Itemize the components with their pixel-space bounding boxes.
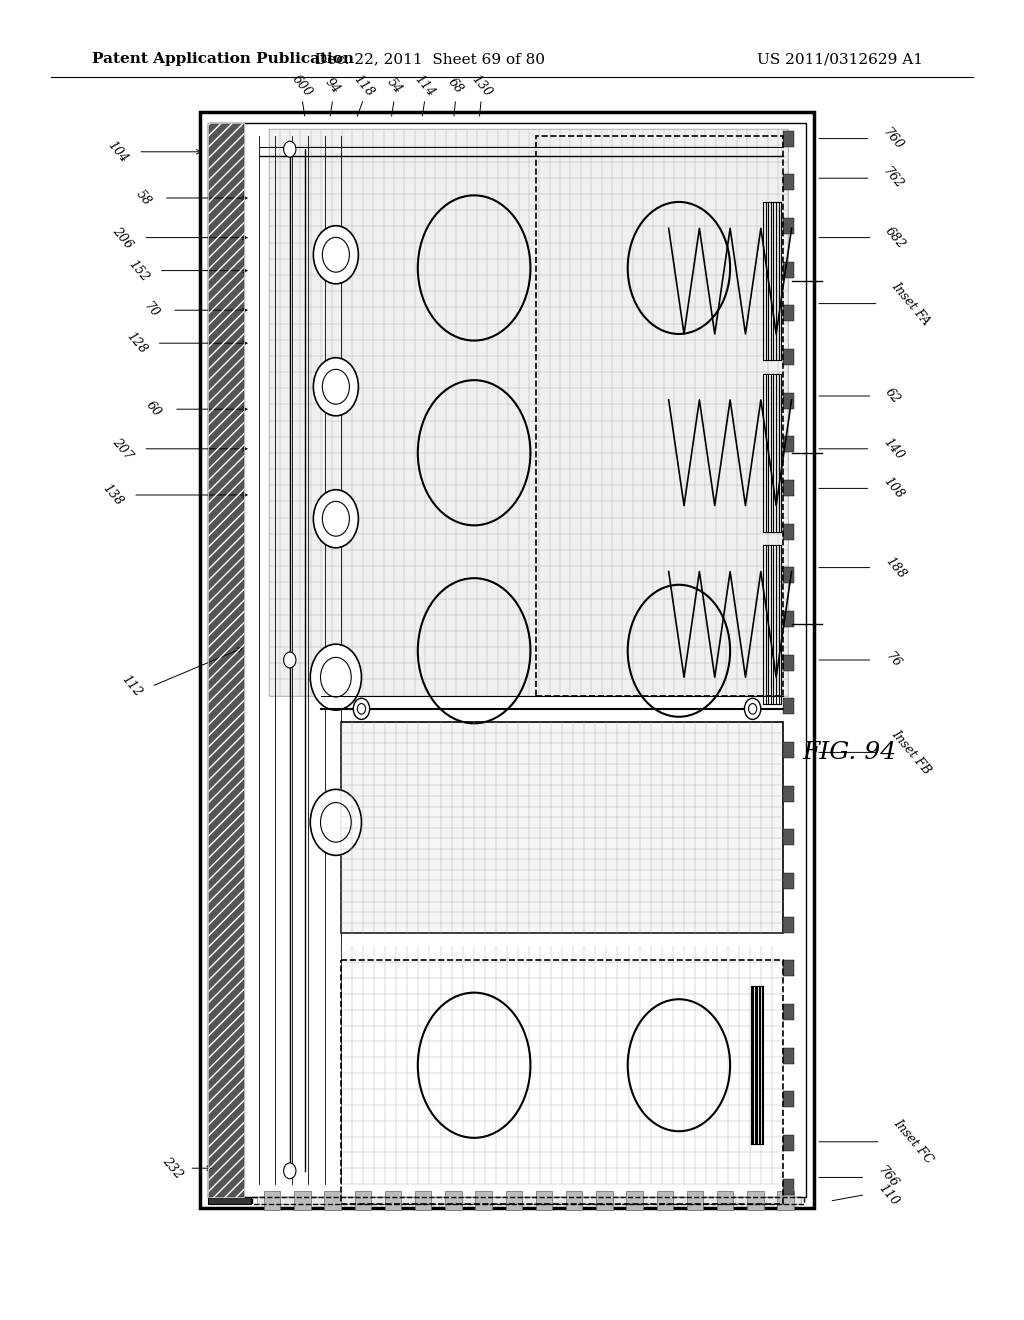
Bar bbox=[506, 1191, 522, 1210]
Bar bbox=[783, 698, 794, 714]
Circle shape bbox=[310, 644, 361, 710]
Text: 114: 114 bbox=[413, 73, 437, 99]
Bar bbox=[627, 1191, 643, 1210]
Text: Inset FC: Inset FC bbox=[891, 1117, 936, 1167]
Text: 108: 108 bbox=[881, 475, 906, 502]
Text: 70: 70 bbox=[141, 300, 162, 321]
Bar bbox=[596, 1191, 612, 1210]
Text: 112: 112 bbox=[119, 673, 143, 700]
Text: Inset FB: Inset FB bbox=[889, 727, 933, 777]
Text: 128: 128 bbox=[124, 330, 148, 356]
Bar bbox=[445, 1191, 462, 1210]
Text: 54: 54 bbox=[384, 75, 404, 96]
Bar bbox=[475, 1191, 492, 1210]
Text: Patent Application Publication: Patent Application Publication bbox=[92, 53, 354, 66]
Bar bbox=[783, 1092, 794, 1107]
Bar bbox=[783, 1179, 794, 1195]
Bar bbox=[783, 437, 794, 453]
Bar bbox=[783, 655, 794, 671]
Bar bbox=[536, 1191, 552, 1210]
Bar bbox=[783, 261, 794, 277]
Circle shape bbox=[313, 226, 358, 284]
Bar bbox=[656, 1191, 673, 1210]
Bar bbox=[208, 1197, 251, 1204]
Text: 152: 152 bbox=[126, 257, 151, 284]
Text: 76: 76 bbox=[883, 649, 903, 671]
Bar bbox=[269, 129, 788, 696]
Bar bbox=[783, 524, 794, 540]
Text: US 2011/0312629 A1: US 2011/0312629 A1 bbox=[757, 53, 923, 66]
Text: 760: 760 bbox=[881, 125, 906, 152]
Text: 188: 188 bbox=[883, 554, 908, 581]
Text: 68: 68 bbox=[445, 75, 466, 96]
Bar bbox=[341, 960, 783, 1204]
Bar bbox=[536, 136, 783, 696]
Bar bbox=[783, 1135, 794, 1151]
Text: 232: 232 bbox=[160, 1155, 184, 1181]
Text: 138: 138 bbox=[100, 482, 125, 508]
Bar bbox=[325, 1191, 341, 1210]
Bar bbox=[354, 1191, 371, 1210]
Text: 118: 118 bbox=[351, 73, 376, 99]
Bar bbox=[783, 393, 794, 409]
Bar bbox=[783, 611, 794, 627]
Bar bbox=[783, 348, 794, 364]
Circle shape bbox=[353, 698, 370, 719]
Text: 58: 58 bbox=[133, 187, 154, 209]
Bar bbox=[783, 131, 794, 147]
Bar bbox=[208, 123, 806, 1197]
Bar bbox=[200, 112, 814, 1208]
Bar bbox=[783, 785, 794, 801]
Text: 206: 206 bbox=[111, 224, 135, 251]
Bar bbox=[566, 1191, 583, 1210]
Circle shape bbox=[284, 141, 296, 157]
Bar bbox=[777, 1191, 794, 1210]
Bar bbox=[257, 1197, 801, 1204]
Bar bbox=[783, 480, 794, 496]
Text: 110: 110 bbox=[876, 1181, 901, 1208]
Bar bbox=[783, 1005, 794, 1020]
Text: 104: 104 bbox=[105, 139, 130, 165]
Bar bbox=[341, 722, 783, 933]
Text: 140: 140 bbox=[881, 436, 906, 462]
Text: 60: 60 bbox=[143, 399, 164, 420]
Circle shape bbox=[744, 698, 761, 719]
Text: 94: 94 bbox=[323, 75, 343, 96]
Text: Dec. 22, 2011  Sheet 69 of 80: Dec. 22, 2011 Sheet 69 of 80 bbox=[315, 53, 545, 66]
Bar bbox=[208, 123, 244, 1197]
Circle shape bbox=[284, 652, 296, 668]
Bar bbox=[385, 1191, 401, 1210]
Bar bbox=[783, 174, 794, 190]
Text: Inset FA: Inset FA bbox=[889, 280, 933, 327]
Bar bbox=[783, 961, 794, 977]
Text: 207: 207 bbox=[111, 436, 135, 462]
Circle shape bbox=[310, 789, 361, 855]
Text: 600: 600 bbox=[290, 73, 314, 99]
Bar bbox=[252, 1197, 804, 1204]
Text: 766: 766 bbox=[876, 1164, 901, 1191]
Bar bbox=[783, 873, 794, 888]
Bar bbox=[783, 1048, 794, 1064]
Bar bbox=[783, 916, 794, 932]
Text: 682: 682 bbox=[883, 224, 908, 251]
Bar bbox=[687, 1191, 703, 1210]
Bar bbox=[208, 123, 244, 1197]
Bar bbox=[264, 1191, 281, 1210]
Bar bbox=[783, 218, 794, 234]
Text: 62: 62 bbox=[883, 385, 903, 407]
Bar bbox=[415, 1191, 431, 1210]
Text: 130: 130 bbox=[469, 73, 494, 99]
Bar bbox=[748, 1191, 764, 1210]
Circle shape bbox=[284, 1163, 296, 1179]
Text: FIG. 94: FIG. 94 bbox=[803, 741, 897, 764]
Bar bbox=[783, 742, 794, 758]
Bar bbox=[294, 1191, 310, 1210]
Text: 762: 762 bbox=[881, 165, 906, 191]
Bar bbox=[783, 568, 794, 583]
Bar bbox=[783, 829, 794, 845]
Bar bbox=[783, 305, 794, 321]
Circle shape bbox=[313, 358, 358, 416]
Bar bbox=[717, 1191, 733, 1210]
Circle shape bbox=[313, 490, 358, 548]
